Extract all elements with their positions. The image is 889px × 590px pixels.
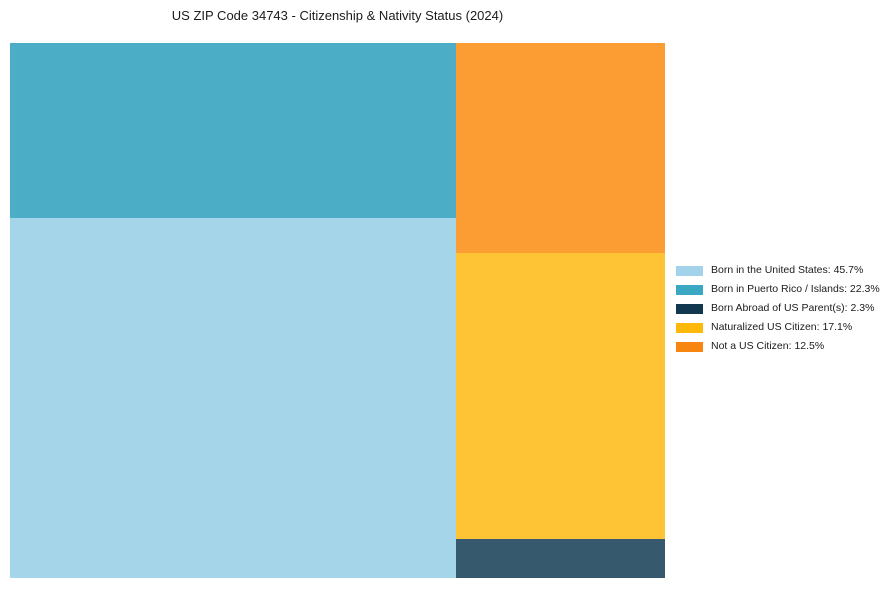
legend-item-born-abroad-us-parents: Born Abroad of US Parent(s): 2.3% xyxy=(676,303,880,314)
legend-swatch-not-us-citizen xyxy=(676,341,703,352)
mosaic-column-native-born xyxy=(10,43,456,578)
legend-label-naturalized-us-citizen: Naturalized US Citizen: 17.1% xyxy=(711,321,853,333)
legend-item-born-puerto-rico-islands: Born in Puerto Rico / Islands: 22.3% xyxy=(676,284,880,295)
segment-naturalized-us-citizen[interactable] xyxy=(455,252,665,540)
legend-label-not-us-citizen: Not a US Citizen: 12.5% xyxy=(711,340,825,352)
legend-item-born-united-states: Born in the United States: 45.7% xyxy=(676,265,880,276)
segment-born-abroad-us-parents[interactable] xyxy=(455,539,665,578)
legend: Born in the United States: 45.7% Born in… xyxy=(676,265,880,352)
mosaic-column-foreign-or-abroad xyxy=(455,43,665,578)
legend-label-born-abroad-us-parents: Born Abroad of US Parent(s): 2.3% xyxy=(711,302,875,314)
chart-title: US ZIP Code 34743 - Citizenship & Nativi… xyxy=(171,8,504,23)
legend-label-born-puerto-rico-islands: Born in Puerto Rico / Islands: 22.3% xyxy=(711,283,880,295)
mosaic-plot xyxy=(10,43,665,578)
legend-swatch-born-puerto-rico-islands xyxy=(676,284,703,295)
legend-swatch-born-abroad-us-parents xyxy=(676,303,703,314)
legend-item-naturalized-us-citizen: Naturalized US Citizen: 17.1% xyxy=(676,322,880,333)
legend-swatch-born-united-states xyxy=(676,265,703,276)
segment-born-puerto-rico-islands[interactable] xyxy=(10,43,456,219)
legend-item-not-us-citizen: Not a US Citizen: 12.5% xyxy=(676,341,880,352)
segment-not-us-citizen[interactable] xyxy=(455,43,665,253)
segment-born-united-states[interactable] xyxy=(10,218,456,578)
legend-swatch-naturalized-us-citizen xyxy=(676,322,703,333)
legend-label-born-united-states: Born in the United States: 45.7% xyxy=(711,264,864,276)
